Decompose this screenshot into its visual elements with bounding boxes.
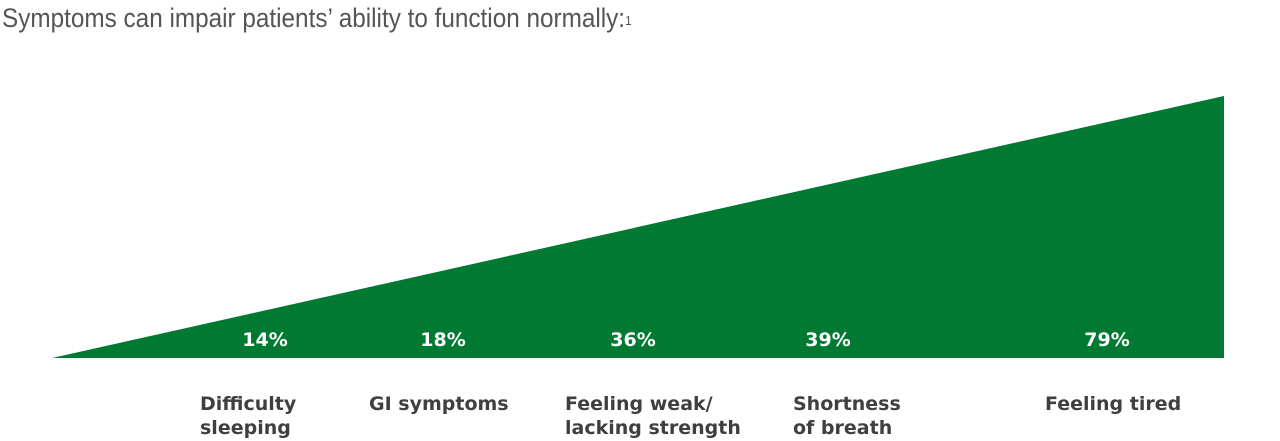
value-labels: 14% 18% 36% 39% 79% [242,329,1129,351]
chart-heading: Symptoms can impair patients’ ability to… [2,1,632,35]
value-label-3: 36% [610,329,655,351]
footnote-reference: 1 [625,13,632,28]
category-label-line: sleeping [200,417,291,439]
category-label-line: Difficulty [200,393,297,415]
category-label-2: GI symptoms [369,393,509,415]
category-label-4: Shortness of breath [793,393,901,439]
category-label-1: Difficulty sleeping [200,393,297,439]
value-label-1: 14% [242,329,287,351]
category-label-line: Shortness [793,393,901,415]
heading-text: Symptoms can impair patients’ ability to… [2,3,626,33]
category-label-line: of breath [793,417,892,439]
value-label-4: 39% [805,329,850,351]
category-label-line: Feeling tired [1045,393,1181,415]
category-label-line: Feeling weak/ [565,393,713,415]
category-label-5: Feeling tired [1045,393,1181,415]
category-label-line: lacking strength [565,417,741,439]
category-label-3: Feeling weak/lacking strength [565,393,741,439]
value-label-2: 18% [420,329,465,351]
category-label-line: GI symptoms [369,393,509,415]
increasing-wedge [52,96,1224,358]
category-labels: Difficulty sleeping GI symptoms Feeling wea… [200,393,1181,439]
value-label-5: 79% [1084,329,1129,351]
